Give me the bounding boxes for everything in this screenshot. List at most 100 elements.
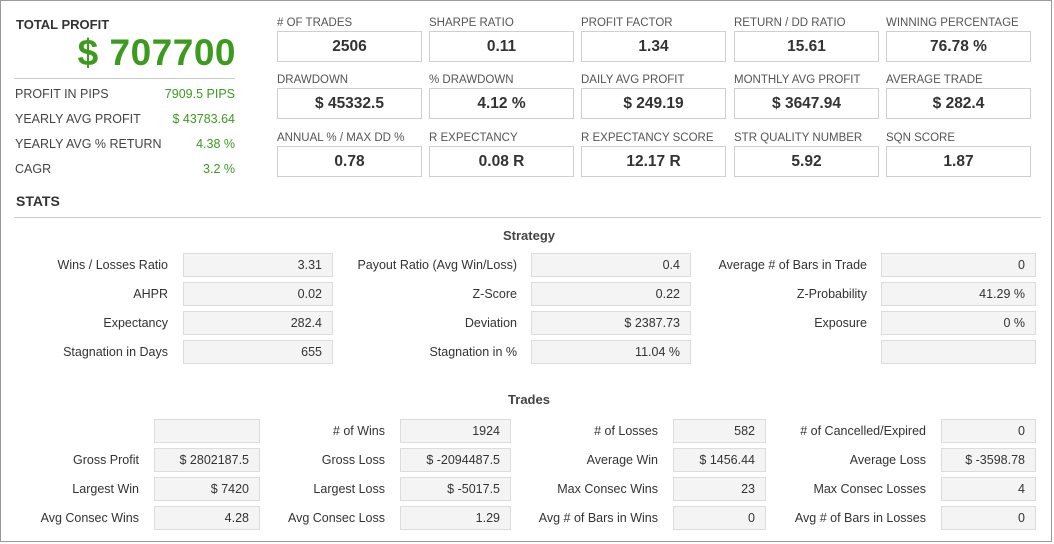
yearly-avg-return-value: 4.38 % [196,137,235,151]
trade-label: # of Losses [594,424,658,438]
cagr-label: CAGR [15,162,52,176]
metric-daily-avg-profit: DAILY AVG PROFIT $ 249.19 [581,73,726,119]
metric-value: 5.92 [734,146,879,177]
trade-value: 0 [673,506,766,530]
metric-label: SQN SCORE [886,132,956,144]
stat-value: 282.4 [183,311,333,335]
metric-return-dd-ratio: RETURN / DD RATIO 15.61 [734,16,879,62]
metric-drawdown: DRAWDOWN $ 45332.5 [277,73,422,119]
metric-value: $ 45332.5 [277,88,422,119]
stat-value: 0.22 [531,282,691,306]
stat-label: Average # of Bars in Trade [718,258,867,272]
trade-value: $ -2094487.5 [400,448,511,472]
stat-label: Stagnation in % [429,345,517,359]
stat-value: 3.31 [183,253,333,277]
stat-label: Z-Probability [796,287,867,301]
metric-label: SHARPE RATIO [429,17,514,29]
yearly-avg-profit-label: YEARLY AVG PROFIT [15,112,141,126]
metric-annual-max-dd: ANNUAL % / MAX DD % 0.78 [277,131,422,177]
trade-label: Avg Consec Loss [287,511,385,525]
metric-monthly-avg-profit: MONTHLY AVG PROFIT $ 3647.94 [734,73,879,119]
metric-value: 2506 [277,31,422,62]
metric-percent-drawdown: % DRAWDOWN 4.12 % [429,73,574,119]
trade-value: 1.29 [400,506,511,530]
metric-r-expectancy: R EXPECTANCY 0.08 R [429,131,574,177]
metric-label: MONTHLY AVG PROFIT [734,74,861,86]
cagr-value: 3.2 % [203,162,235,176]
stat-label: Expectancy [103,316,168,330]
metric-value: 76.78 % [886,31,1031,62]
metric-value: $ 249.19 [581,88,726,119]
stat-label: Exposure [814,316,867,330]
metric-value: 1.34 [581,31,726,62]
trade-label: Average Loss [849,453,926,467]
trade-value: $ 7420 [154,477,260,501]
trade-label: Max Consec Wins [557,482,658,496]
total-profit-label: TOTAL PROFIT [16,17,110,32]
stat-value: 655 [183,340,333,364]
stats-title: STATS [16,193,60,209]
trade-label: # of Cancelled/Expired [800,424,926,438]
total-profit-value: $ 707700 [77,32,236,73]
trade-value [154,419,260,443]
metric-winning-percentage: WINNING PERCENTAGE 76.78 % [886,16,1031,62]
metric-trades: # OF TRADES 2506 [277,16,422,62]
metric-label: STR QUALITY NUMBER [734,132,863,144]
metric-label: R EXPECTANCY [429,132,518,144]
metric-str-quality-number: STR QUALITY NUMBER 5.92 [734,131,879,177]
profit-in-pips-value: 7909.5 PIPS [164,87,235,101]
metric-label: WINNING PERCENTAGE [886,17,1019,29]
profit-in-pips-row: PROFIT IN PIPS 7909.5 PIPS [15,87,235,101]
trade-value: $ 1456.44 [673,448,766,472]
trade-label: Gross Profit [73,453,139,467]
stats-divider [14,217,1041,218]
metric-value: 1.87 [886,146,1031,177]
metric-r-expectancy-score: R EXPECTANCY SCORE 12.17 R [581,131,726,177]
trade-label: Max Consec Losses [813,482,926,496]
metric-value: 0.08 R [429,146,574,177]
metric-value: 12.17 R [581,146,726,177]
stat-value: 0 % [881,311,1036,335]
stat-label: AHPR [133,287,168,301]
metric-value: $ 3647.94 [734,88,879,119]
stat-value: 11.04 % [531,340,691,364]
metric-sharpe-ratio: SHARPE RATIO 0.11 [429,16,574,62]
metric-value: $ 282.4 [886,88,1031,119]
trade-value: 4 [941,477,1036,501]
yearly-avg-return-row: YEARLY AVG % RETURN 4.38 % [15,137,235,151]
summary-divider [14,78,235,79]
metric-label: DAILY AVG PROFIT [581,74,685,86]
stat-label: Wins / Losses Ratio [57,258,168,272]
metric-label: PROFIT FACTOR [581,17,673,29]
stat-label: Stagnation in Days [63,345,168,359]
profit-in-pips-label: PROFIT IN PIPS [15,87,109,101]
trade-label: # of Wins [332,424,385,438]
stat-label: Z-Score [472,287,517,301]
stat-value: 0 [881,253,1036,277]
stat-value: 0.4 [531,253,691,277]
yearly-avg-return-label: YEARLY AVG % RETURN [15,137,162,151]
trades-title: Trades [508,392,550,407]
trade-value: 0 [941,506,1036,530]
stat-label: Payout Ratio (Avg Win/Loss) [357,258,517,272]
metric-label: ANNUAL % / MAX DD % [277,132,405,144]
trade-label: Avg Consec Wins [40,511,139,525]
stat-value [881,340,1036,364]
trade-label: Gross Loss [321,453,385,467]
strategy-title: Strategy [502,228,556,243]
metric-label: % DRAWDOWN [429,74,514,86]
metric-average-trade: AVERAGE TRADE $ 282.4 [886,73,1031,119]
stat-value: 0.02 [183,282,333,306]
yearly-avg-profit-value: $ 43783.64 [172,112,235,126]
trade-label: Largest Loss [313,482,385,496]
metric-value: 0.11 [429,31,574,62]
metric-value: 15.61 [734,31,879,62]
yearly-avg-profit-row: YEARLY AVG PROFIT $ 43783.64 [15,112,235,126]
cagr-row: CAGR 3.2 % [15,162,235,176]
stat-label: Deviation [464,316,517,330]
trade-value: $ -5017.5 [400,477,511,501]
trade-value: $ -3598.78 [941,448,1036,472]
metric-value: 0.78 [277,146,422,177]
stat-value: 41.29 % [881,282,1036,306]
